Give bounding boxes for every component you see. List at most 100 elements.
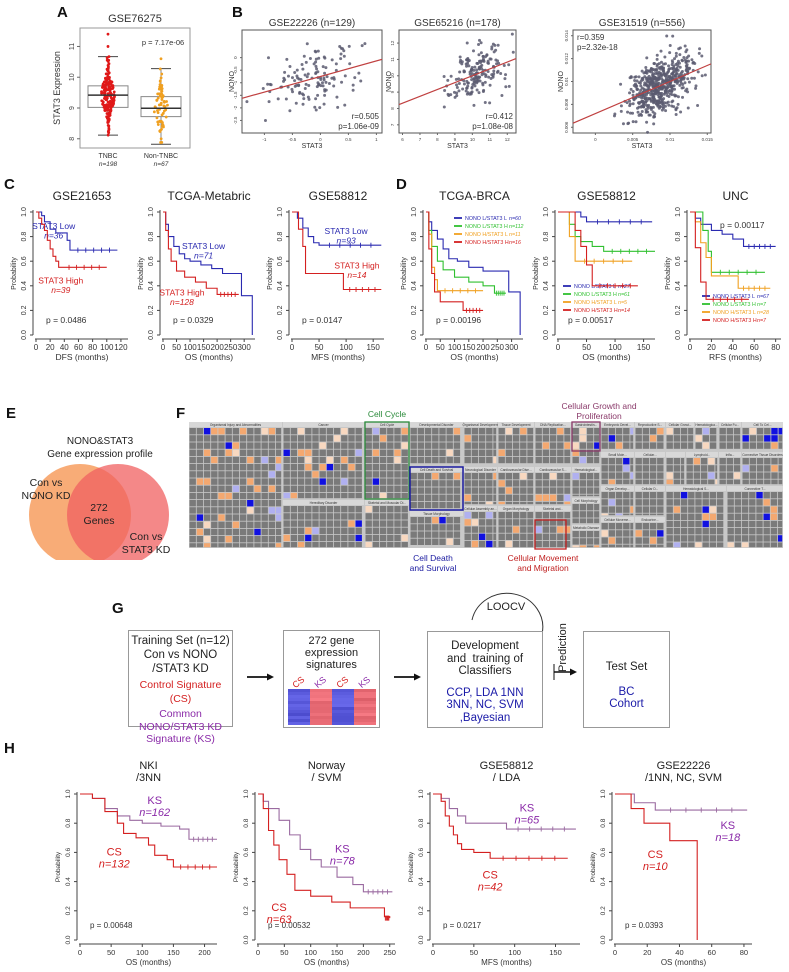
treemap-tile bbox=[673, 492, 681, 499]
y-tick-label: 0.4 bbox=[277, 281, 284, 291]
treemap-tile bbox=[688, 499, 695, 506]
treemap-tile bbox=[312, 492, 319, 499]
treemap-tile bbox=[601, 492, 608, 499]
treemap-tile bbox=[535, 501, 542, 505]
treemap-tile bbox=[572, 428, 579, 435]
treemap-tile bbox=[623, 492, 630, 499]
data-point bbox=[302, 97, 306, 101]
data-point bbox=[655, 78, 659, 82]
treemap-tile bbox=[203, 536, 211, 543]
treemap-tile bbox=[686, 458, 693, 465]
treemap-tile bbox=[700, 458, 708, 465]
treemap-tile bbox=[498, 526, 505, 533]
data-point bbox=[164, 115, 168, 119]
data-point bbox=[318, 106, 322, 110]
x-tick-label: 0 bbox=[161, 343, 166, 352]
treemap-tile bbox=[379, 534, 387, 542]
treemap-tile bbox=[756, 479, 764, 485]
treemap-tile bbox=[666, 435, 673, 442]
x-tick-label: 100 bbox=[448, 343, 462, 352]
x-tick-label: 300 bbox=[237, 343, 251, 352]
treemap-tile bbox=[247, 478, 254, 485]
treemap-header-label: Cardiovascular S... bbox=[540, 468, 567, 472]
data-point bbox=[655, 68, 659, 72]
treemap-tile bbox=[401, 449, 408, 456]
treemap-tile bbox=[493, 501, 497, 505]
heatmap-cell bbox=[288, 713, 310, 716]
treemap-tile bbox=[196, 449, 204, 456]
data-point bbox=[455, 83, 459, 87]
treemap-header bbox=[601, 422, 634, 427]
treemap-tile bbox=[771, 465, 778, 472]
treemap-tile bbox=[742, 435, 749, 442]
treemap-tile bbox=[608, 544, 616, 548]
treemap-tile bbox=[401, 520, 408, 527]
treemap-tile bbox=[196, 485, 204, 492]
y-tick-label: 9 bbox=[390, 90, 395, 93]
treemap-tile bbox=[387, 464, 394, 471]
data-point bbox=[106, 68, 110, 72]
data-point bbox=[351, 83, 355, 87]
data-point bbox=[507, 84, 511, 88]
treemap-tile bbox=[649, 537, 657, 544]
treemap-tile bbox=[365, 534, 372, 542]
treemap-tile bbox=[333, 513, 341, 520]
treemap-tile bbox=[471, 442, 479, 449]
x-tick-label: 150 bbox=[197, 343, 211, 352]
data-point bbox=[276, 97, 280, 101]
data-point bbox=[323, 71, 327, 75]
treemap-tile bbox=[401, 464, 408, 471]
data-point bbox=[290, 87, 294, 91]
treemap-tile bbox=[453, 473, 461, 480]
treemap-tile bbox=[702, 535, 709, 542]
treemap-tile bbox=[247, 543, 254, 548]
treemap-tile bbox=[268, 471, 276, 478]
data-point bbox=[304, 60, 308, 64]
treemap-tile bbox=[432, 473, 439, 480]
treemap-tile bbox=[749, 535, 756, 542]
treemap-tile bbox=[341, 534, 348, 542]
km-curve-nono-l-stat3-l bbox=[690, 211, 776, 247]
heatmap-cell bbox=[310, 692, 332, 695]
y-axis-label: NONO bbox=[229, 70, 236, 92]
treemap-tile bbox=[512, 456, 520, 464]
km-curve-cs bbox=[258, 793, 391, 919]
y-tick-label: 8 bbox=[390, 107, 395, 110]
treemap-tile bbox=[446, 456, 453, 464]
data-point bbox=[652, 62, 656, 66]
x-tick-label: 10 bbox=[470, 137, 476, 142]
treemap-tile bbox=[297, 449, 305, 456]
treemap-header-label: Organismal Injury and Abnormalities bbox=[210, 423, 262, 427]
data-point bbox=[483, 101, 487, 105]
km-curve-cs bbox=[433, 793, 568, 859]
venn-overlap-count: 272 bbox=[90, 502, 108, 514]
treemap-tile bbox=[623, 442, 630, 449]
treemap-tile bbox=[372, 542, 380, 548]
treemap-tile bbox=[471, 480, 479, 487]
venn-right-label-line2: STAT3 KD bbox=[122, 544, 171, 556]
treemap-tile bbox=[261, 543, 268, 548]
treemap-tile bbox=[379, 464, 387, 471]
data-point bbox=[652, 122, 656, 126]
y-tick-label: 0.2 bbox=[418, 906, 425, 915]
data-point bbox=[339, 57, 343, 61]
treemap-header-label: Cellular Moveme... bbox=[604, 518, 631, 522]
venn-overlap-label: Genes bbox=[84, 515, 115, 527]
treemap-tile bbox=[379, 542, 387, 548]
treemap-tile bbox=[297, 506, 305, 513]
treemap-header bbox=[572, 498, 600, 503]
treemap-tile bbox=[189, 485, 196, 492]
data-point bbox=[101, 86, 104, 89]
km-curve-nono-h-stat3-h bbox=[690, 211, 749, 300]
data-point bbox=[321, 65, 325, 69]
treemap-tile bbox=[394, 534, 401, 542]
treemap-tile bbox=[372, 506, 380, 513]
y-axis-label: Probability bbox=[138, 257, 145, 290]
data-point bbox=[644, 66, 648, 70]
heatmap-cell bbox=[332, 719, 354, 722]
data-point bbox=[660, 73, 664, 77]
treemap-tile bbox=[657, 537, 664, 544]
treemap-tile bbox=[498, 442, 505, 449]
treemap-tile bbox=[478, 494, 486, 501]
treemap-header-label: Organ Morphology bbox=[503, 507, 530, 511]
